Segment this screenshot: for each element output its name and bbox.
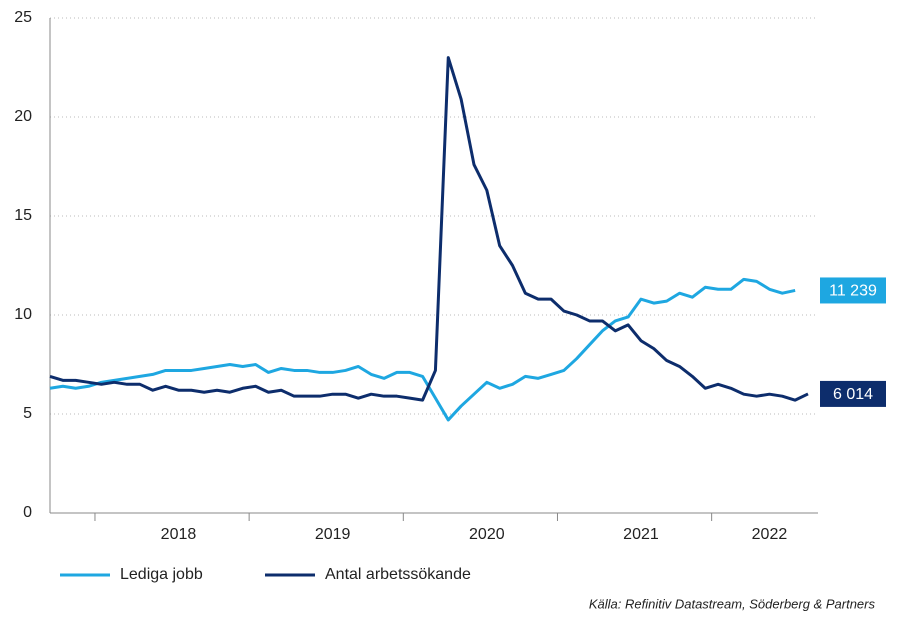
x-tick-label: 2020	[469, 526, 505, 543]
x-tick-label: 2018	[161, 526, 197, 543]
y-tick-label: 15	[14, 207, 32, 224]
value-label-box	[820, 380, 886, 407]
value-label: 6 014	[833, 386, 873, 403]
y-tick-label: 0	[23, 504, 32, 521]
x-tick-label: 2021	[623, 526, 659, 543]
value-label: 11 239	[829, 283, 877, 300]
y-tick-label: 25	[14, 9, 32, 26]
value-label-box	[820, 277, 886, 304]
series-line	[49, 56, 809, 402]
legend-label: Antal arbetssökande	[325, 566, 471, 583]
series-line	[49, 277, 796, 422]
y-tick-label: 5	[23, 405, 32, 422]
x-tick-label: 2019	[315, 526, 351, 543]
source: Källa: Refinitiv Datastream, Söderberg &…	[589, 596, 876, 611]
y-tick-label: 10	[14, 306, 32, 323]
y-tick-label: 20	[14, 108, 32, 125]
x-tick-label: 2022	[752, 526, 788, 543]
legend-label: Lediga jobb	[120, 566, 203, 583]
